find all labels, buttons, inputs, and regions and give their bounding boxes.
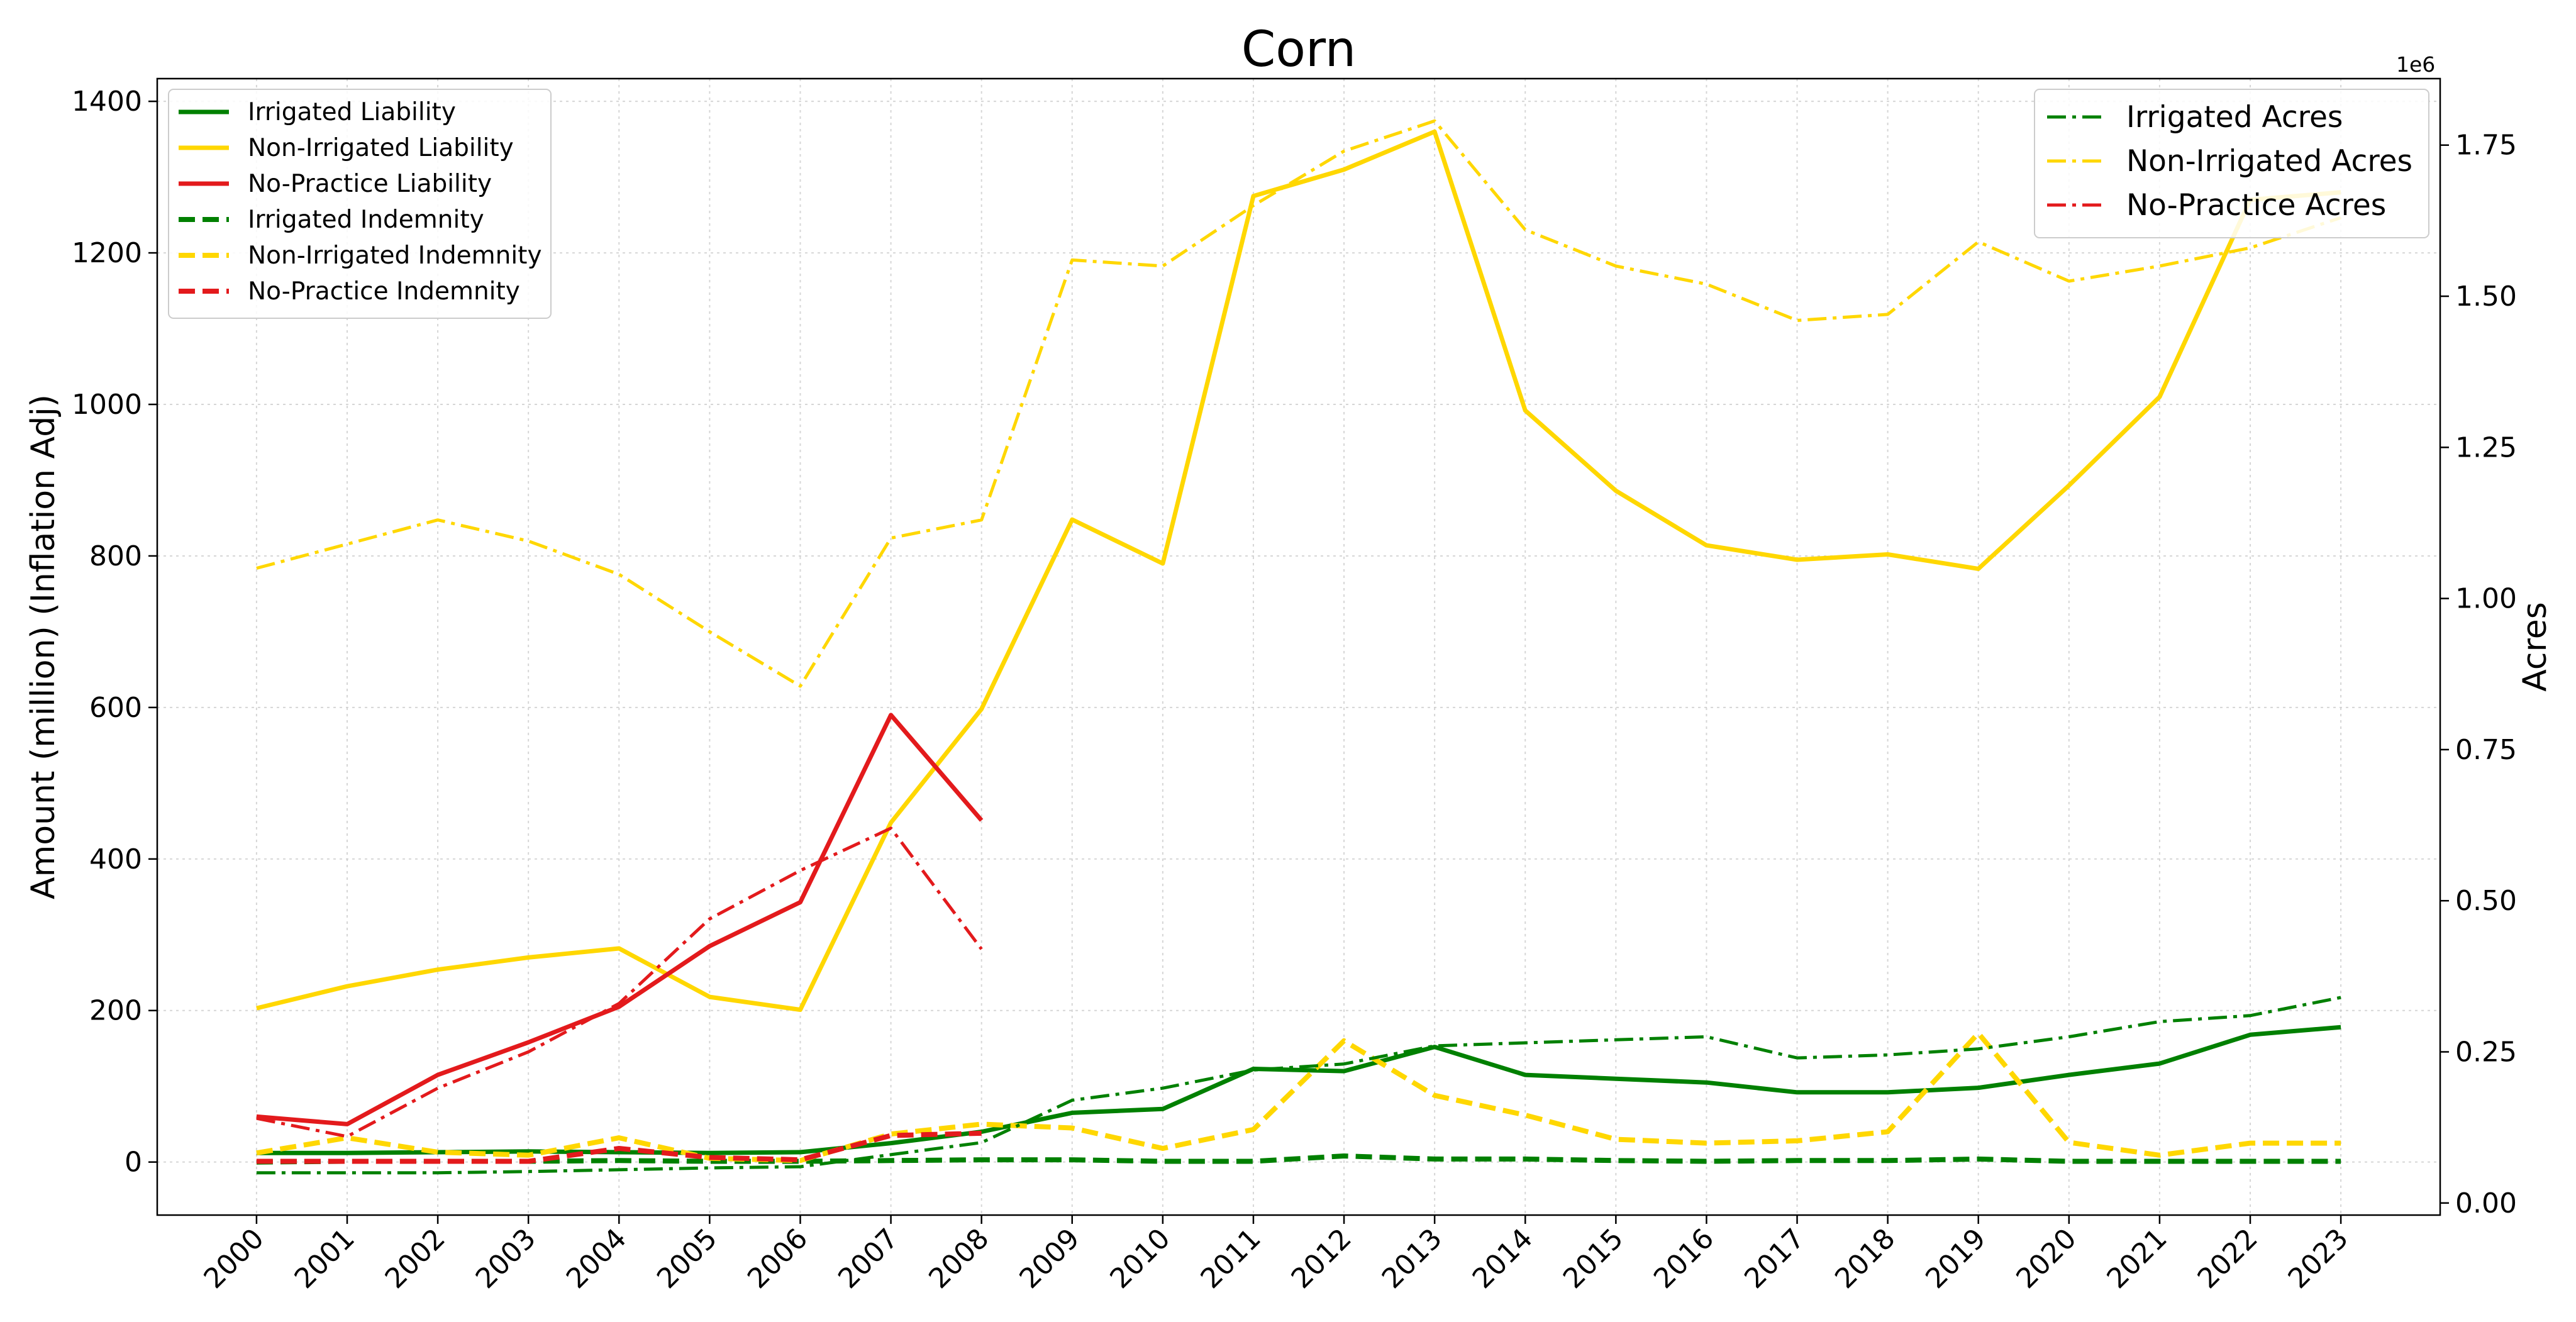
y-left-tick-label: 600 bbox=[89, 692, 142, 724]
y-left-tick-label: 0 bbox=[125, 1147, 142, 1179]
y-left-tick-label: 1000 bbox=[72, 389, 142, 421]
y-right-tick-label: 1.50 bbox=[2455, 281, 2517, 313]
y-right-tick-label: 0.50 bbox=[2455, 885, 2517, 917]
legend-entry-label: Non-Irrigated Liability bbox=[248, 134, 514, 162]
non-irrigated-liability-line bbox=[256, 129, 2341, 1012]
right-axis-offset-text: 1e6 bbox=[2396, 52, 2435, 77]
y-right-tick-label: 0.00 bbox=[2455, 1187, 2517, 1219]
no-practice-liability-line bbox=[256, 713, 984, 1126]
legend-entry-label: No-Practice Liability bbox=[248, 170, 492, 198]
series-lines bbox=[256, 119, 2341, 1175]
legend-right: Irrigated Acres Non-Irrigated Acres No-Pra… bbox=[2034, 89, 2429, 238]
non-irrigated-acres-line bbox=[256, 119, 2341, 688]
legend-entry-label: Non-Irrigated Acres bbox=[2126, 144, 2412, 179]
y-left-tick-label: 800 bbox=[89, 540, 142, 572]
legend-left-box bbox=[168, 89, 552, 319]
y-left-tick-label: 200 bbox=[89, 995, 142, 1027]
y-right-tick-label: 1.25 bbox=[2455, 431, 2517, 464]
legend-entry-label: Non-Irrigated Indemnity bbox=[248, 242, 542, 270]
y-right-tick-label: 0.75 bbox=[2455, 734, 2517, 766]
y-axis-left-ticks: 0 200 400 600 800 1000 1200 1400 bbox=[72, 86, 157, 1179]
legend-right-box bbox=[2034, 89, 2429, 238]
legend-entry-label: No-Practice Indemnity bbox=[248, 277, 520, 306]
y-right-tick-label: 1.75 bbox=[2455, 130, 2517, 162]
y-axis-right-ticks: 0.00 0.25 0.50 0.75 1.00 1.25 1.50 1.75 bbox=[2440, 130, 2517, 1219]
no-practice-indemnity-line bbox=[256, 1130, 982, 1164]
legend-entry-label: Irrigated Acres bbox=[2126, 100, 2343, 135]
y-left-tick-label: 1200 bbox=[72, 237, 142, 269]
legend-entry-label: Irrigated Liability bbox=[248, 98, 456, 126]
y-left-tick-label: 400 bbox=[89, 843, 142, 875]
legend-entry-label: No-Practice Acres bbox=[2126, 188, 2386, 223]
no-practice-acres-line bbox=[256, 826, 983, 1138]
irrigated-indemnity-line bbox=[256, 1153, 2341, 1165]
y-right-tick-label: 1.00 bbox=[2455, 583, 2517, 615]
y-left-tick-label: 1400 bbox=[72, 86, 142, 118]
plot-frame bbox=[156, 77, 2441, 1216]
chart-title: Corn bbox=[1241, 21, 1356, 78]
y-right-tick-label: 0.25 bbox=[2455, 1036, 2517, 1068]
legend-entry-label: Irrigated Indemnity bbox=[248, 206, 484, 234]
y-axis-left-label: Amount (million) (Inflation Adj) bbox=[25, 394, 62, 899]
legend-left: Irrigated Liability Non-Irrigated Liabili… bbox=[168, 89, 552, 319]
y-axis-right-label: Acres bbox=[2516, 602, 2554, 692]
